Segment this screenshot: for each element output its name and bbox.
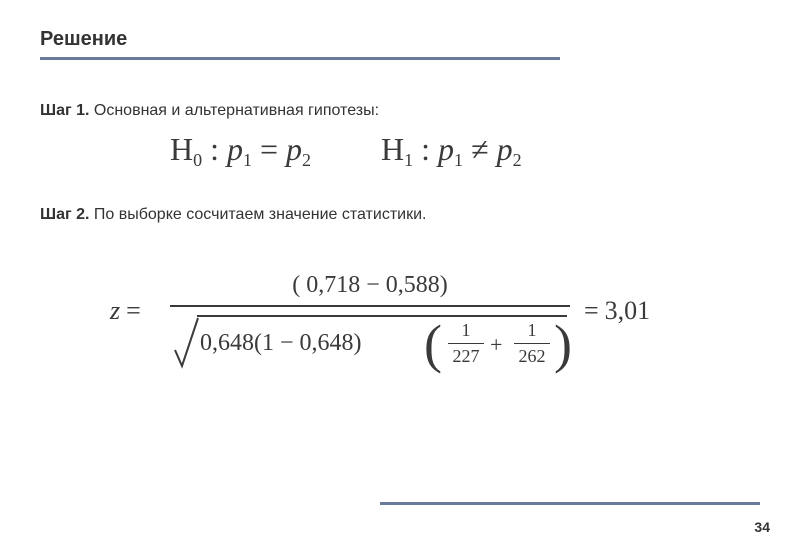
footer-rule (380, 502, 760, 505)
mf2-top: 1 (512, 320, 552, 341)
H1-letter: H (381, 131, 404, 167)
z-result: =3,01 (578, 296, 650, 326)
step-1-line: Шаг 1. Основная и альтернативная гипотез… (40, 102, 760, 120)
H0-sub: 0 (193, 150, 202, 170)
mf1-bot: 227 (446, 346, 486, 367)
p1b-sub: 1 (454, 150, 463, 170)
mini-fraction-1: 1 227 (446, 320, 486, 367)
step-2-label: Шаг 2. (40, 206, 89, 223)
page-number: 34 (754, 519, 770, 535)
eq-sign: = (260, 131, 278, 167)
p2a: p (286, 131, 302, 167)
mf2-bot: 262 (512, 346, 552, 367)
plus-sign: + (490, 332, 502, 358)
step-1-label: Шаг 1. (40, 102, 89, 119)
mf1-bar (448, 343, 484, 344)
sqrt-bar (197, 315, 567, 317)
H0-letter: H (170, 131, 193, 167)
z-eq-sign: = (120, 296, 147, 325)
H1-sub: 1 (404, 150, 413, 170)
step-2-text: По выборке сосчитаем значение статистики… (94, 206, 427, 223)
p1a: p (227, 131, 243, 167)
numerator: ( 0,718 − 0,588) (170, 272, 570, 299)
colon-1: : (210, 131, 219, 167)
denominator: 0,648(1 − 0,648) ( 1 227 + 1 262 ) (170, 306, 570, 368)
main-fraction: ( 0,718 − 0,588) 0,648(1 − 0,648) ( 1 22… (170, 248, 570, 368)
z-equals: z= (110, 296, 147, 326)
result-eq-sign: = (578, 296, 605, 325)
p1a-sub: 1 (243, 150, 252, 170)
p2b-sub: 2 (513, 150, 522, 170)
z-letter: z (110, 296, 120, 325)
p2a-sub: 2 (302, 150, 311, 170)
sqrt-symbol (174, 316, 198, 366)
big-paren-left: ( (424, 317, 442, 371)
mini-fraction-2: 1 262 (512, 320, 552, 367)
colon-2: : (421, 131, 430, 167)
page-title: Решение (40, 28, 760, 51)
result-value: 3,01 (605, 296, 651, 325)
mf1-top: 1 (446, 320, 486, 341)
slide-page: Решение Шаг 1. Основная и альтернативная… (0, 0, 800, 553)
step-2-line: Шаг 2. По выборке сосчитаем значение ста… (40, 206, 760, 224)
p1b: p (438, 131, 454, 167)
mf2-bar (514, 343, 550, 344)
denominator-leading-text: 0,648(1 − 0,648) (200, 330, 362, 357)
step-1-text: Основная и альтернативная гипотезы: (94, 102, 379, 119)
z-formula: z= ( 0,718 − 0,588) 0,648(1 − 0,648) ( 1… (110, 248, 760, 378)
big-paren-right: ) (554, 317, 572, 371)
p2b: p (497, 131, 513, 167)
hypotheses-formula: H0 : p1 = p2 H1 : p1 ≠ p2 (40, 126, 760, 172)
title-rule (40, 57, 560, 60)
neq-sign: ≠ (471, 131, 489, 167)
